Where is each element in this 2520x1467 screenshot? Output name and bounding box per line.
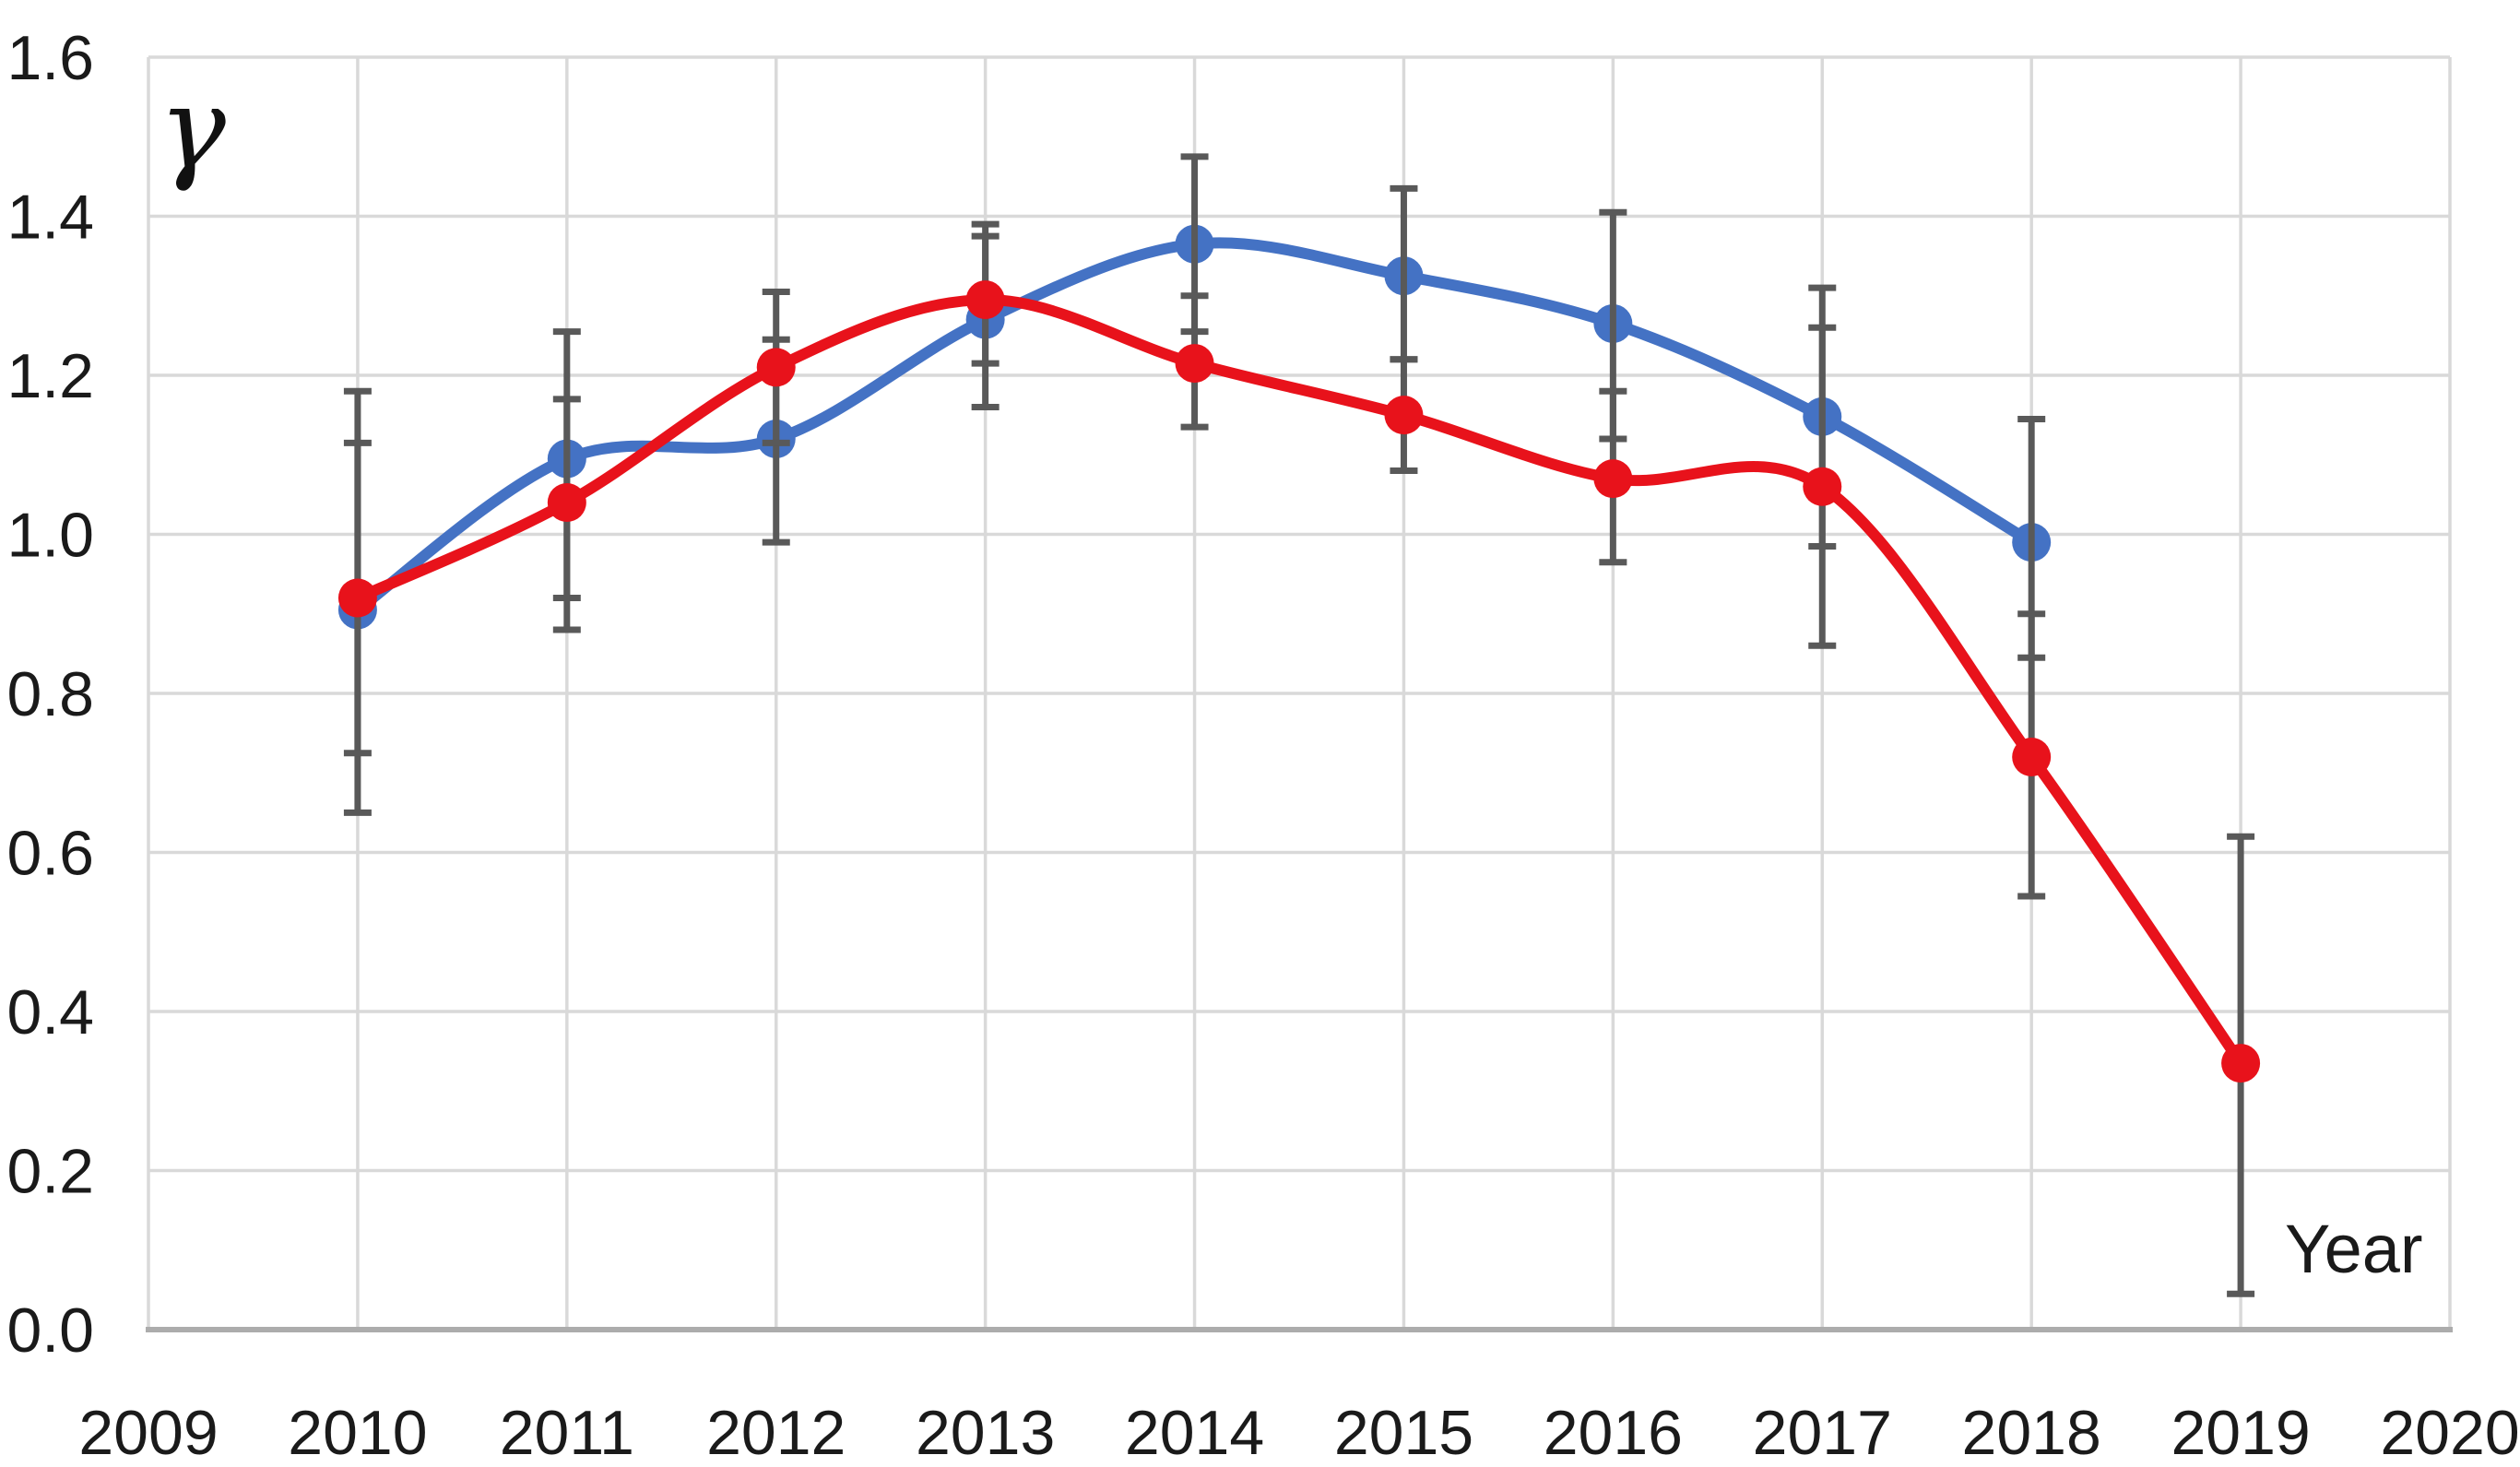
x-tick-label: 2019 [2171,1398,2310,1467]
x-tick-label: 2014 [1125,1398,1264,1467]
x-tick-label: 2018 [1962,1398,2101,1467]
red-series-marker [1803,467,1842,506]
red-series-marker [2012,738,2052,776]
x-tick-label: 2009 [78,1398,218,1467]
x-tick-label: 2015 [1334,1398,1473,1467]
red-series-marker [2221,1044,2261,1083]
x-tick-label: 2016 [1544,1398,1683,1467]
red-series-marker [1175,344,1214,384]
x-tick-label: 2013 [916,1398,1055,1467]
y-tick-label: 0.6 [6,819,94,889]
y-tick-label: 1.2 [6,341,94,411]
y-tick-label: 1.4 [6,183,94,253]
y-tick-label: 0.0 [6,1295,94,1366]
x-tick-label: 2010 [288,1398,427,1467]
x-tick-label: 2012 [706,1398,846,1467]
x-tick-label: 2011 [500,1398,634,1467]
y-axis-title: γ [159,63,226,194]
y-tick-label: 0.4 [6,977,94,1047]
y-tick-label: 1.0 [6,501,94,571]
y-tick-label: 0.8 [6,659,94,729]
x-tick-label: 2020 [2380,1398,2519,1467]
red-series-marker [1593,459,1633,499]
red-series-marker [756,348,796,387]
y-tick-label: 1.6 [6,23,94,93]
x-tick-label: 2017 [1753,1398,1892,1467]
y-tick-label: 0.2 [6,1137,94,1207]
red-series-marker [337,578,377,618]
red-series-marker [547,483,586,522]
red-series-marker [965,280,1005,320]
red-series-line [351,294,2247,1070]
red-series-marker [1384,396,1424,435]
x-axis-title: Year [2285,1211,2423,1287]
